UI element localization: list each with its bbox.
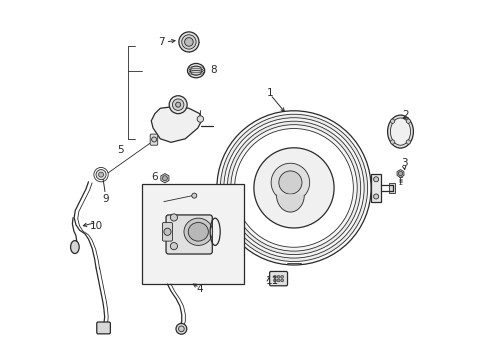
Text: 5: 5 — [117, 144, 124, 154]
Ellipse shape — [387, 115, 412, 148]
Circle shape — [176, 323, 186, 334]
Circle shape — [151, 137, 156, 142]
FancyBboxPatch shape — [150, 134, 158, 145]
Circle shape — [169, 96, 187, 114]
Circle shape — [162, 176, 167, 181]
FancyBboxPatch shape — [162, 222, 172, 241]
Circle shape — [278, 171, 302, 194]
Circle shape — [373, 194, 378, 199]
Polygon shape — [151, 107, 201, 142]
Text: 6: 6 — [150, 172, 157, 182]
Ellipse shape — [183, 218, 212, 246]
Circle shape — [273, 279, 276, 282]
Circle shape — [406, 140, 409, 144]
Circle shape — [280, 279, 283, 282]
Circle shape — [99, 172, 103, 177]
Circle shape — [230, 125, 356, 251]
FancyBboxPatch shape — [142, 184, 244, 284]
Text: 4: 4 — [196, 284, 203, 294]
Text: 9: 9 — [102, 194, 108, 204]
Circle shape — [175, 102, 180, 107]
FancyBboxPatch shape — [269, 271, 287, 286]
Circle shape — [220, 114, 367, 261]
Circle shape — [170, 214, 177, 221]
Circle shape — [270, 163, 309, 202]
Circle shape — [96, 170, 106, 180]
Ellipse shape — [190, 66, 202, 75]
Text: 11: 11 — [265, 276, 279, 286]
FancyBboxPatch shape — [388, 183, 395, 193]
Circle shape — [184, 38, 193, 46]
Circle shape — [170, 243, 177, 250]
Circle shape — [373, 177, 378, 182]
Circle shape — [224, 118, 364, 258]
Text: 2: 2 — [401, 111, 407, 121]
Circle shape — [390, 119, 394, 123]
FancyBboxPatch shape — [370, 174, 380, 202]
Text: 10: 10 — [90, 221, 103, 231]
Text: 1: 1 — [266, 88, 273, 98]
Circle shape — [182, 35, 196, 49]
Circle shape — [398, 171, 402, 176]
Polygon shape — [276, 195, 304, 212]
Ellipse shape — [188, 222, 208, 241]
Circle shape — [217, 111, 370, 265]
Circle shape — [191, 193, 196, 198]
Text: 3: 3 — [400, 158, 407, 168]
Circle shape — [178, 326, 184, 332]
Circle shape — [227, 121, 360, 255]
Polygon shape — [161, 174, 168, 183]
Circle shape — [277, 279, 280, 282]
Circle shape — [280, 275, 283, 278]
FancyBboxPatch shape — [166, 215, 212, 254]
Ellipse shape — [187, 63, 204, 78]
Circle shape — [253, 148, 333, 228]
Circle shape — [390, 140, 394, 144]
Polygon shape — [396, 170, 403, 177]
Text: 7: 7 — [158, 37, 164, 47]
FancyBboxPatch shape — [97, 322, 110, 334]
Circle shape — [163, 228, 171, 235]
Text: 8: 8 — [210, 64, 217, 75]
Circle shape — [273, 275, 276, 278]
Circle shape — [197, 116, 203, 122]
Ellipse shape — [389, 118, 410, 145]
Circle shape — [234, 129, 353, 247]
Circle shape — [277, 275, 280, 278]
Circle shape — [179, 32, 199, 52]
Circle shape — [172, 99, 183, 111]
Circle shape — [406, 119, 409, 123]
Ellipse shape — [70, 240, 79, 253]
